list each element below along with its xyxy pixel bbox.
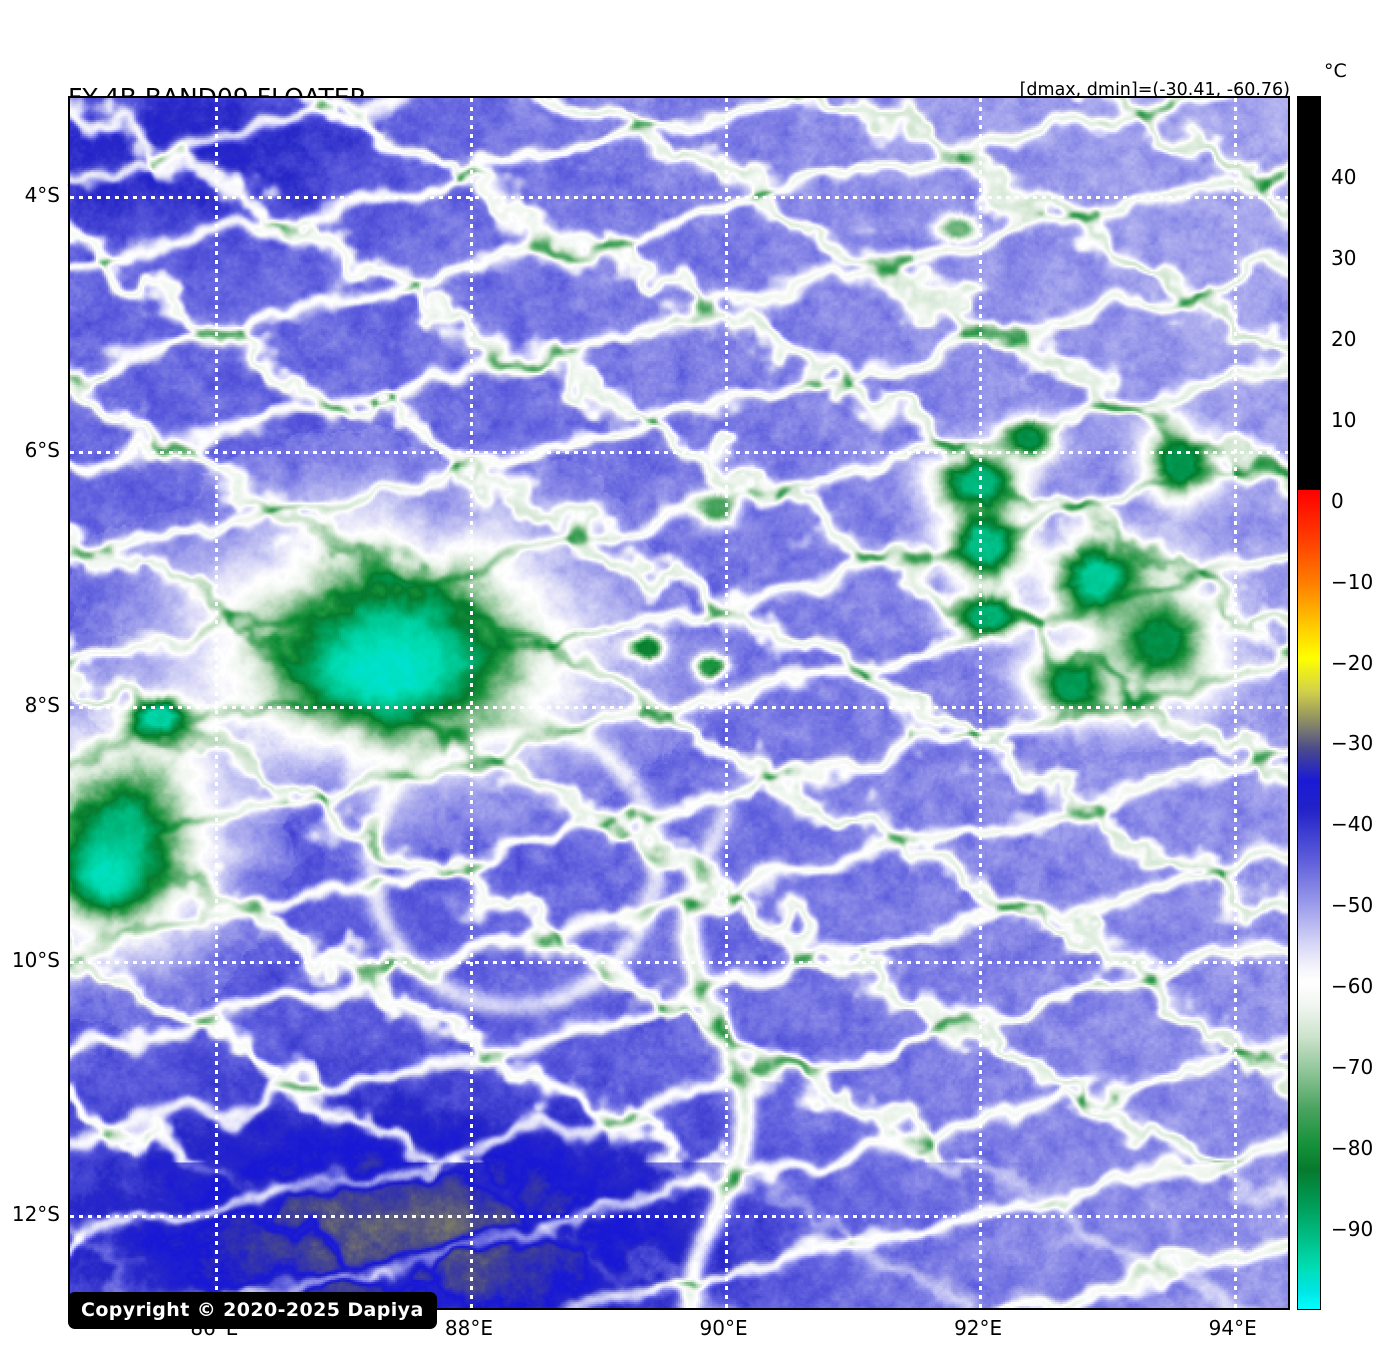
data-minmax-label: [dmax, dmin]=(-30.41, -60.76) xyxy=(1019,80,1290,100)
colorbar[interactable]: 40 30 20 10 0 −10 −20 −30 −40 −50 −60 −70 −80 −90 xyxy=(1297,96,1373,1310)
ytick-label: 12°S xyxy=(11,1202,60,1227)
ytick-label: 4°S xyxy=(24,183,60,208)
colorbar-tick-label: −50 xyxy=(1331,893,1374,918)
xtick-label: 94°E xyxy=(1208,1316,1257,1340)
ytick-label: 8°S xyxy=(24,692,60,717)
colorbar-tick-label: 20 xyxy=(1331,326,1357,351)
colorbar-tick-label: 10 xyxy=(1331,407,1357,432)
colorbar-tick-label: −40 xyxy=(1331,812,1374,837)
colorbar-tick-label: −60 xyxy=(1331,974,1374,999)
ytick-label: 6°S xyxy=(24,438,60,463)
xtick-label: 90°E xyxy=(699,1316,748,1340)
ytick-label: 10°S xyxy=(11,947,60,972)
infrared-brightness-temperature-raster xyxy=(70,98,1288,1308)
colorbar-tick-label: 30 xyxy=(1331,245,1357,270)
xtick-label: 92°E xyxy=(954,1316,1003,1340)
colorbar-unit-label: °C xyxy=(1324,60,1347,82)
colorbar-tick-label: −70 xyxy=(1331,1055,1374,1080)
xtick-label: 88°E xyxy=(444,1316,494,1340)
colorbar-tick-label: 40 xyxy=(1331,164,1357,189)
satellite-image-plot[interactable] xyxy=(68,96,1290,1310)
colorbar-tick-label: −10 xyxy=(1331,569,1374,594)
copyright-badge: Copyright © 2020-2025 Dapiya xyxy=(68,1292,437,1329)
colorbar-tick-label: −20 xyxy=(1331,650,1374,675)
colorbar-gradient xyxy=(1297,96,1321,1310)
colorbar-tick-label: −90 xyxy=(1331,1217,1374,1242)
colorbar-tick-label: 0 xyxy=(1331,488,1344,513)
colorbar-tick-label: −30 xyxy=(1331,731,1374,756)
colorbar-tick-label: −80 xyxy=(1331,1136,1374,1161)
